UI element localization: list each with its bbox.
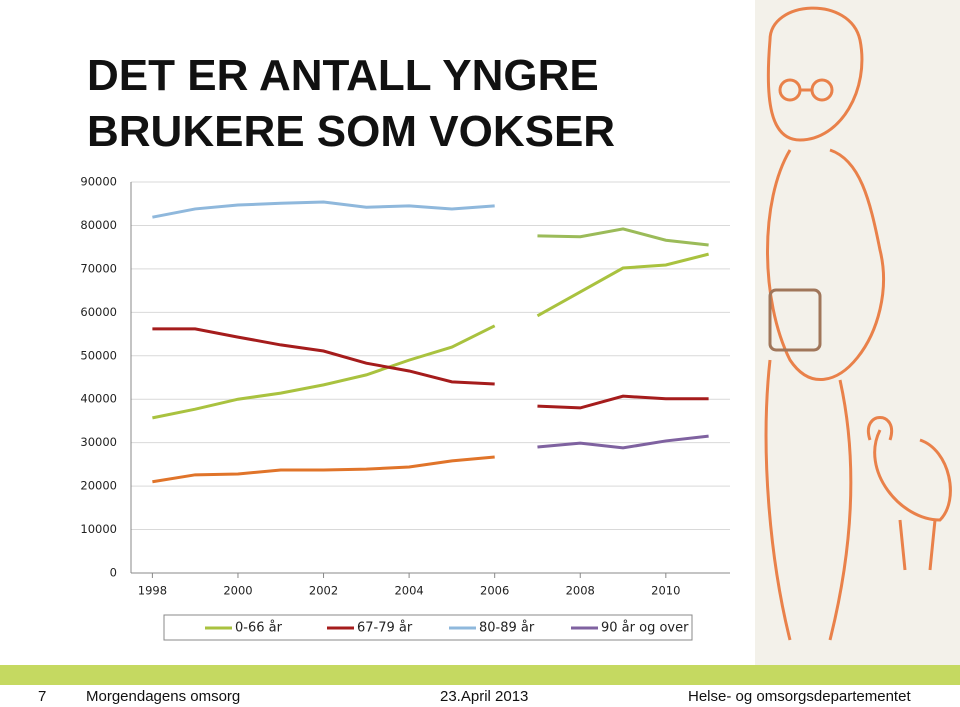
x-tick-label: 2002 bbox=[309, 584, 338, 598]
x-tick-label: 1998 bbox=[138, 584, 167, 598]
series-line bbox=[536, 252, 709, 318]
x-tick-label: 2000 bbox=[223, 584, 252, 598]
y-tick-label: 50000 bbox=[80, 348, 117, 362]
legend-label: 0-66 år bbox=[235, 621, 283, 636]
y-tick-label: 20000 bbox=[80, 479, 117, 493]
legend-label: 80-89 år bbox=[479, 621, 535, 636]
legend-label: 90 år og over bbox=[601, 621, 689, 636]
series-line bbox=[537, 434, 709, 450]
y-tick-label: 40000 bbox=[80, 392, 117, 406]
x-tick-label: 2006 bbox=[480, 584, 509, 598]
legend-label: 67-79 år bbox=[357, 621, 413, 636]
series-line bbox=[152, 324, 496, 420]
y-tick-label: 90000 bbox=[80, 175, 117, 189]
page-number: 7 bbox=[38, 688, 47, 705]
x-tick-label: 2004 bbox=[394, 584, 423, 598]
illustration bbox=[755, 0, 960, 665]
slide-title: DET ER ANTALL YNGRE BRUKERE SOM VOKSER bbox=[87, 51, 616, 156]
footer-band bbox=[0, 665, 960, 685]
y-tick-label: 60000 bbox=[80, 305, 117, 319]
legend-box bbox=[163, 614, 693, 641]
series-line bbox=[152, 200, 495, 219]
y-tick-label: 30000 bbox=[80, 435, 117, 449]
series-line bbox=[537, 394, 709, 410]
footer-right: Helse- og omsorgsdepartementet bbox=[688, 688, 911, 705]
footer-date: 23.April 2013 bbox=[440, 688, 529, 705]
y-tick-label: 70000 bbox=[80, 261, 117, 275]
x-tick-label: 2010 bbox=[651, 584, 680, 598]
x-tick-label: 2008 bbox=[566, 584, 595, 598]
y-tick-label: 10000 bbox=[80, 522, 117, 536]
series-line bbox=[152, 327, 495, 386]
y-tick-label: 80000 bbox=[80, 218, 117, 232]
footer-left: Morgendagens omsorg bbox=[86, 688, 241, 705]
series-line bbox=[537, 227, 709, 247]
series-line bbox=[152, 455, 495, 484]
y-tick-label: 0 bbox=[110, 566, 117, 580]
